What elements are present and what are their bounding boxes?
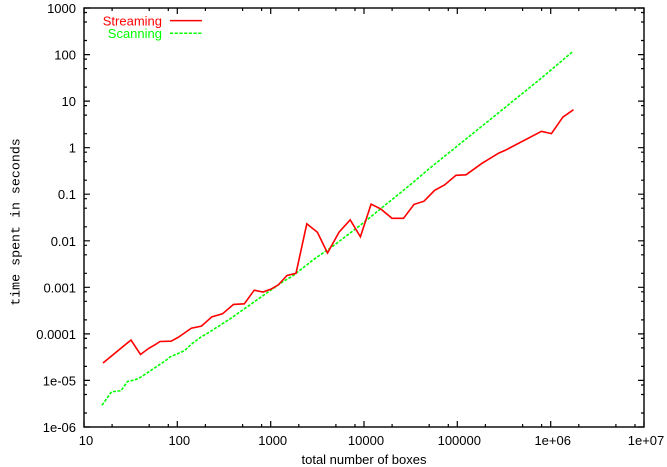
svg-text:1: 1 (69, 141, 76, 156)
svg-text:1e-05: 1e-05 (43, 373, 76, 388)
svg-text:time spent in seconds: time spent in seconds (9, 138, 24, 306)
svg-text:10: 10 (79, 433, 93, 448)
svg-text:1000: 1000 (258, 433, 287, 448)
svg-text:Streaming: Streaming (103, 13, 162, 28)
svg-text:100000: 100000 (438, 433, 481, 448)
svg-text:100: 100 (54, 48, 76, 63)
svg-text:total number of boxes: total number of boxes (301, 452, 427, 467)
svg-text:Scanning: Scanning (108, 26, 162, 41)
svg-text:0.1: 0.1 (58, 187, 76, 202)
svg-text:10: 10 (62, 94, 76, 109)
svg-text:1000: 1000 (47, 1, 76, 16)
svg-text:1e-06: 1e-06 (43, 420, 76, 435)
svg-text:0.001: 0.001 (43, 280, 76, 295)
svg-text:100: 100 (168, 433, 190, 448)
svg-text:1e+07: 1e+07 (628, 433, 665, 448)
svg-text:1e+06: 1e+06 (534, 433, 571, 448)
svg-text:10000: 10000 (348, 433, 384, 448)
svg-text:0.01: 0.01 (51, 234, 76, 249)
svg-text:0.0001: 0.0001 (36, 327, 76, 342)
